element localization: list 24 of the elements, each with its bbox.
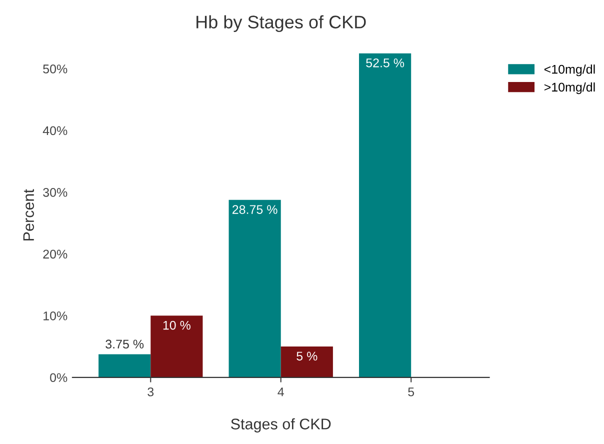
data-label: 3.75 % — [106, 340, 144, 349]
bar — [98, 354, 151, 378]
data-label: 10 % — [163, 320, 190, 330]
y-tick-label: 20% — [43, 250, 68, 259]
legend-label: >10mg/dl — [544, 82, 595, 94]
data-label: 5 % — [296, 352, 318, 361]
data-label: 52.5 % — [366, 58, 404, 68]
data-label: 28.75 % — [232, 205, 278, 214]
bar — [228, 200, 281, 378]
y-tick-label: 30% — [43, 188, 68, 197]
y-tick-label: 0% — [50, 373, 68, 382]
bar — [359, 53, 412, 378]
legend-label: <10mg/dl — [544, 64, 595, 76]
y-tick-label: 10% — [44, 311, 68, 320]
y-tick-label: 50% — [43, 64, 68, 74]
x-tick-label: 3 — [148, 387, 154, 396]
y-tick-label: 40% — [42, 126, 68, 136]
bar — [280, 346, 333, 378]
chart-title: Hb by Stages of CKD — [196, 15, 366, 32]
x-tick-label: 4 — [278, 388, 284, 396]
x-axis-title: Stages of CKD — [231, 418, 331, 432]
y-axis-title: Percent — [23, 189, 34, 240]
x-tick-label: 5 — [408, 388, 414, 396]
bar — [150, 316, 203, 378]
